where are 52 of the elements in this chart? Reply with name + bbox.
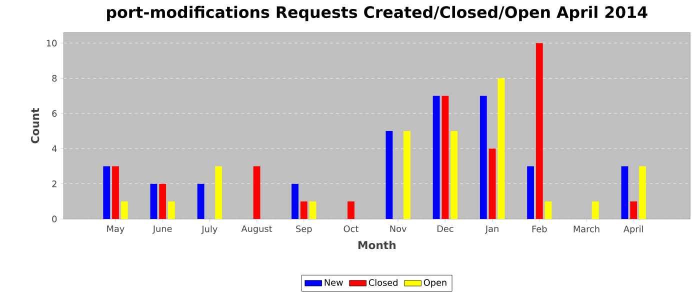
- bar: [292, 184, 298, 220]
- bar: [527, 166, 534, 220]
- bar: [215, 166, 222, 220]
- bar: [592, 201, 599, 220]
- y-tick-label: 6: [52, 110, 57, 117]
- y-tick-label: 2: [52, 180, 56, 188]
- x-tick-label: August: [241, 225, 272, 234]
- x-tick-label: Jan: [484, 225, 498, 234]
- y-tick-label: 0: [52, 216, 57, 222]
- bar: [348, 201, 354, 220]
- bar: [309, 201, 316, 220]
- bar: [621, 166, 628, 220]
- x-tick-label: July: [201, 225, 218, 234]
- x-axis-title: Month: [358, 240, 396, 250]
- bar: [120, 201, 128, 220]
- bar: [159, 184, 166, 220]
- legend-label: New: [324, 279, 343, 286]
- x-tick-label: Feb: [532, 225, 547, 232]
- bar: [544, 201, 552, 220]
- x-tick-label: June: [152, 225, 172, 234]
- x-tick-label: Oct: [344, 225, 358, 232]
- y-tick-label: 10: [46, 40, 57, 46]
- bar: [386, 131, 393, 220]
- bar: [450, 131, 458, 220]
- bar: [253, 166, 260, 220]
- legend-label: Closed: [368, 279, 398, 286]
- bar: [404, 131, 410, 220]
- chart-title: port-modifications Requests Created/Closed/Open April 2014: [107, 6, 648, 22]
- bar: [488, 148, 496, 220]
- bar: [536, 43, 543, 220]
- bar: [197, 184, 204, 220]
- bar: [150, 184, 158, 220]
- bar: [630, 201, 638, 220]
- bar: [480, 96, 487, 220]
- legend-label: Open: [424, 279, 446, 288]
- bar: [498, 78, 505, 220]
- y-axis-title: Count: [30, 108, 40, 144]
- y-tick-label: 4: [52, 145, 57, 152]
- x-tick-label: March: [574, 225, 600, 232]
- x-tick-label: Nov: [390, 225, 407, 232]
- x-tick-label: Sep: [296, 225, 312, 234]
- bar: [103, 166, 110, 220]
- x-tick-label: May: [107, 225, 124, 234]
- y-tick-label: 8: [52, 74, 57, 82]
- x-tick-label: April: [624, 225, 643, 234]
- bar: [432, 96, 440, 220]
- bar: [639, 166, 646, 220]
- bar: [168, 201, 175, 220]
- x-tick-label: Dec: [437, 225, 454, 232]
- bar: [112, 166, 119, 220]
- bar: [300, 201, 308, 220]
- bar: [442, 96, 449, 220]
